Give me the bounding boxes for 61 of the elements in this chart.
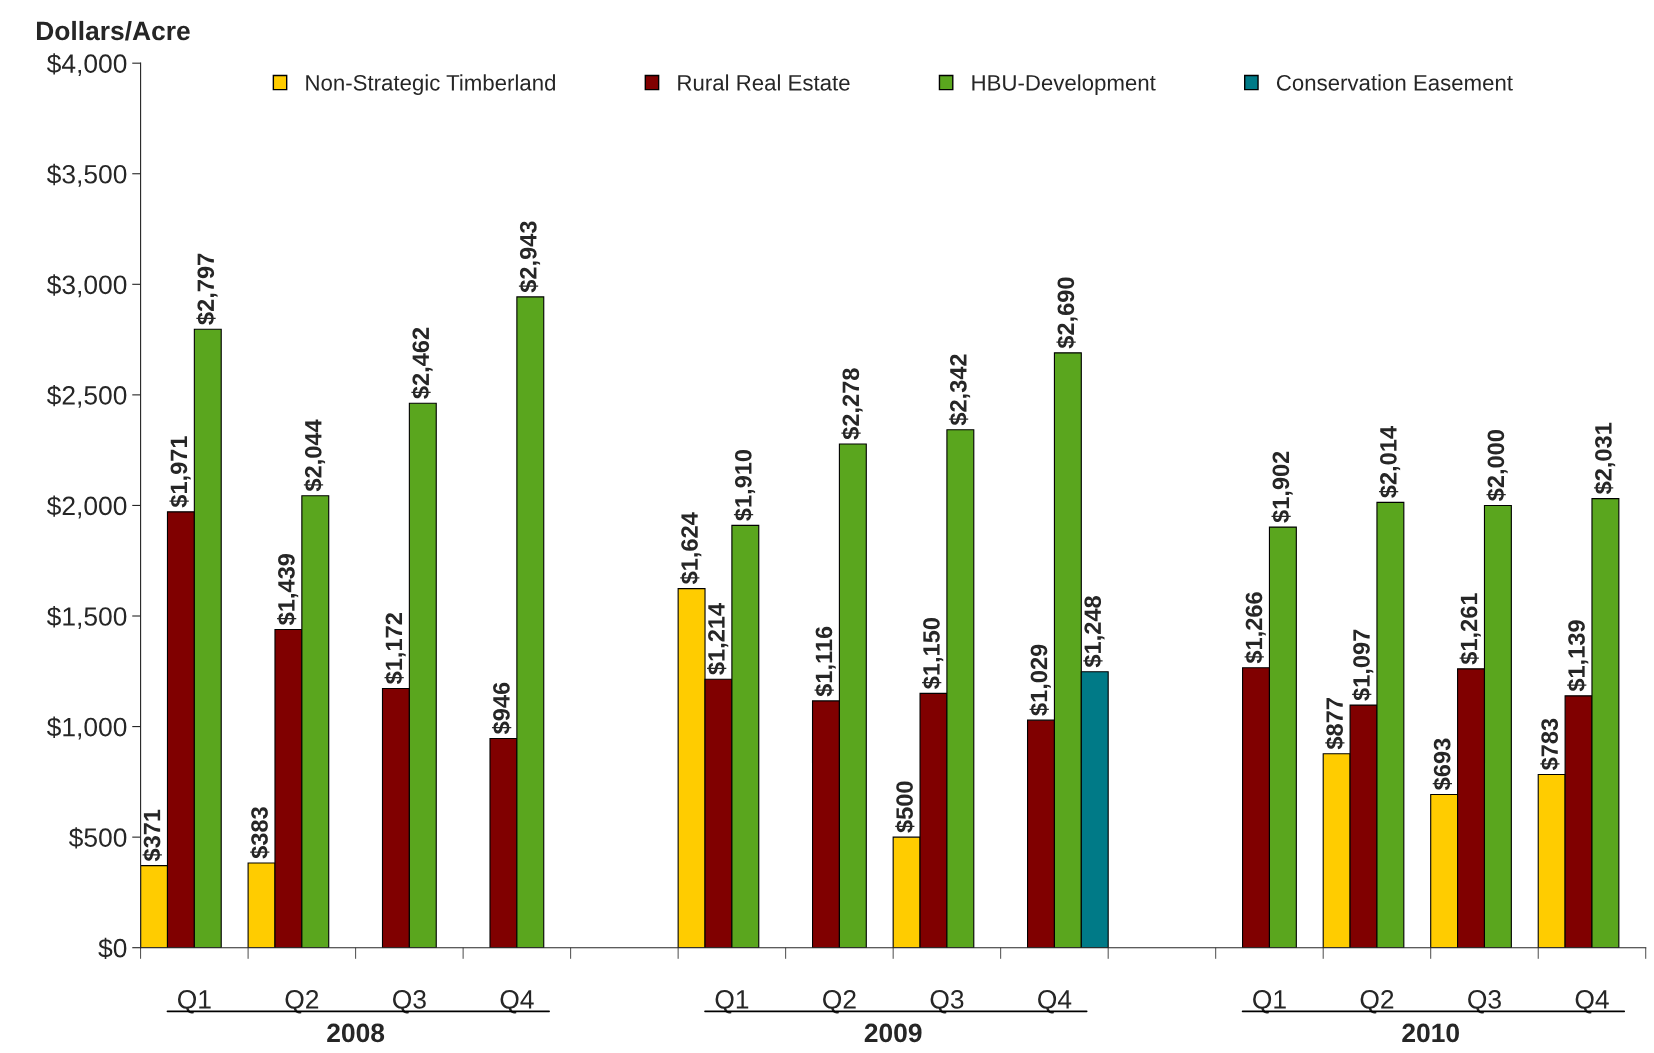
legend-label: Conservation Easement	[1276, 74, 1513, 91]
text: 2009	[864, 1023, 922, 1043]
data-label: $2,031	[1594, 422, 1616, 495]
legend-label: Non-Strategic Timberland	[306, 74, 556, 96]
y-tick-label: $4,000	[46, 53, 127, 77]
x-tick-label: Q3	[393, 990, 426, 1014]
data-label: $2,044	[303, 419, 326, 492]
data-label: $1,172	[384, 613, 406, 685]
data-label: $1,139	[1567, 620, 1589, 692]
data-label: $2,462	[411, 327, 433, 399]
legend-label: Rural Real Estate	[678, 74, 850, 91]
data-label: $1,624	[680, 512, 702, 585]
y-axis-title: Dollars/Acre	[36, 20, 190, 41]
data-label: $1,266	[1244, 592, 1266, 664]
data-label: $1,097	[1352, 629, 1374, 701]
y-tick-label: $1,000	[46, 716, 127, 740]
data-label: $1,971	[169, 436, 191, 508]
x-tick-label: Q2	[285, 990, 319, 1014]
y-tick-label: $2,500	[46, 384, 127, 408]
data-label: $783	[1540, 718, 1560, 771]
data-label: $383	[250, 807, 270, 859]
x-tick-label: Q1	[715, 990, 749, 1014]
data-label: $1,902	[1271, 451, 1293, 523]
data-label: $1,029	[1029, 644, 1051, 716]
data-label: $2,342	[948, 354, 971, 426]
data-label: $500	[895, 781, 915, 833]
y-tick-label: $2,000	[46, 495, 127, 519]
y-tick-label: $3,000	[46, 274, 127, 298]
x-tick-label: Q1	[1253, 990, 1286, 1014]
x-tick-label: Q4	[500, 990, 534, 1014]
data-label: $1,214	[707, 602, 729, 675]
data-label: $1,261	[1459, 593, 1481, 665]
text: 2008	[327, 1023, 385, 1043]
y-tick-label: $1,500	[46, 606, 127, 629]
x-tick-label: Q1	[177, 990, 211, 1014]
text: 2010	[1402, 1023, 1459, 1043]
data-label: $946	[492, 682, 512, 735]
data-label: $693	[1432, 738, 1453, 790]
x-tick-label: Q2	[1360, 990, 1394, 1014]
y-tick-label: $500	[68, 827, 127, 849]
x-tick-label: Q4	[1575, 990, 1609, 1014]
data-label: $2,943	[518, 221, 541, 293]
x-tick-label: Q3	[1468, 990, 1501, 1014]
data-label: $1,910	[733, 449, 756, 521]
data-label: $2,014	[1378, 426, 1401, 498]
x-tick-label: Q3	[930, 990, 964, 1014]
data-label: $371	[142, 809, 162, 862]
data-label: $1,248	[1083, 596, 1105, 668]
y-tick-label: $3,500	[46, 163, 127, 187]
data-label: $2,278	[841, 368, 863, 440]
data-label: $1,150	[922, 617, 944, 689]
y-tick-label: $0	[98, 937, 127, 960]
x-tick-label: Q2	[823, 990, 856, 1014]
data-label: $1,439	[277, 553, 299, 626]
legend-label: HBU-Development	[972, 74, 1156, 96]
data-label: $2,797	[196, 253, 218, 325]
data-label: $1,116	[814, 626, 836, 697]
data-label: $877	[1325, 698, 1345, 750]
data-label: $2,690	[1056, 277, 1078, 349]
data-label: $2,000	[1486, 430, 1508, 501]
x-tick-label: Q4	[1038, 990, 1072, 1014]
